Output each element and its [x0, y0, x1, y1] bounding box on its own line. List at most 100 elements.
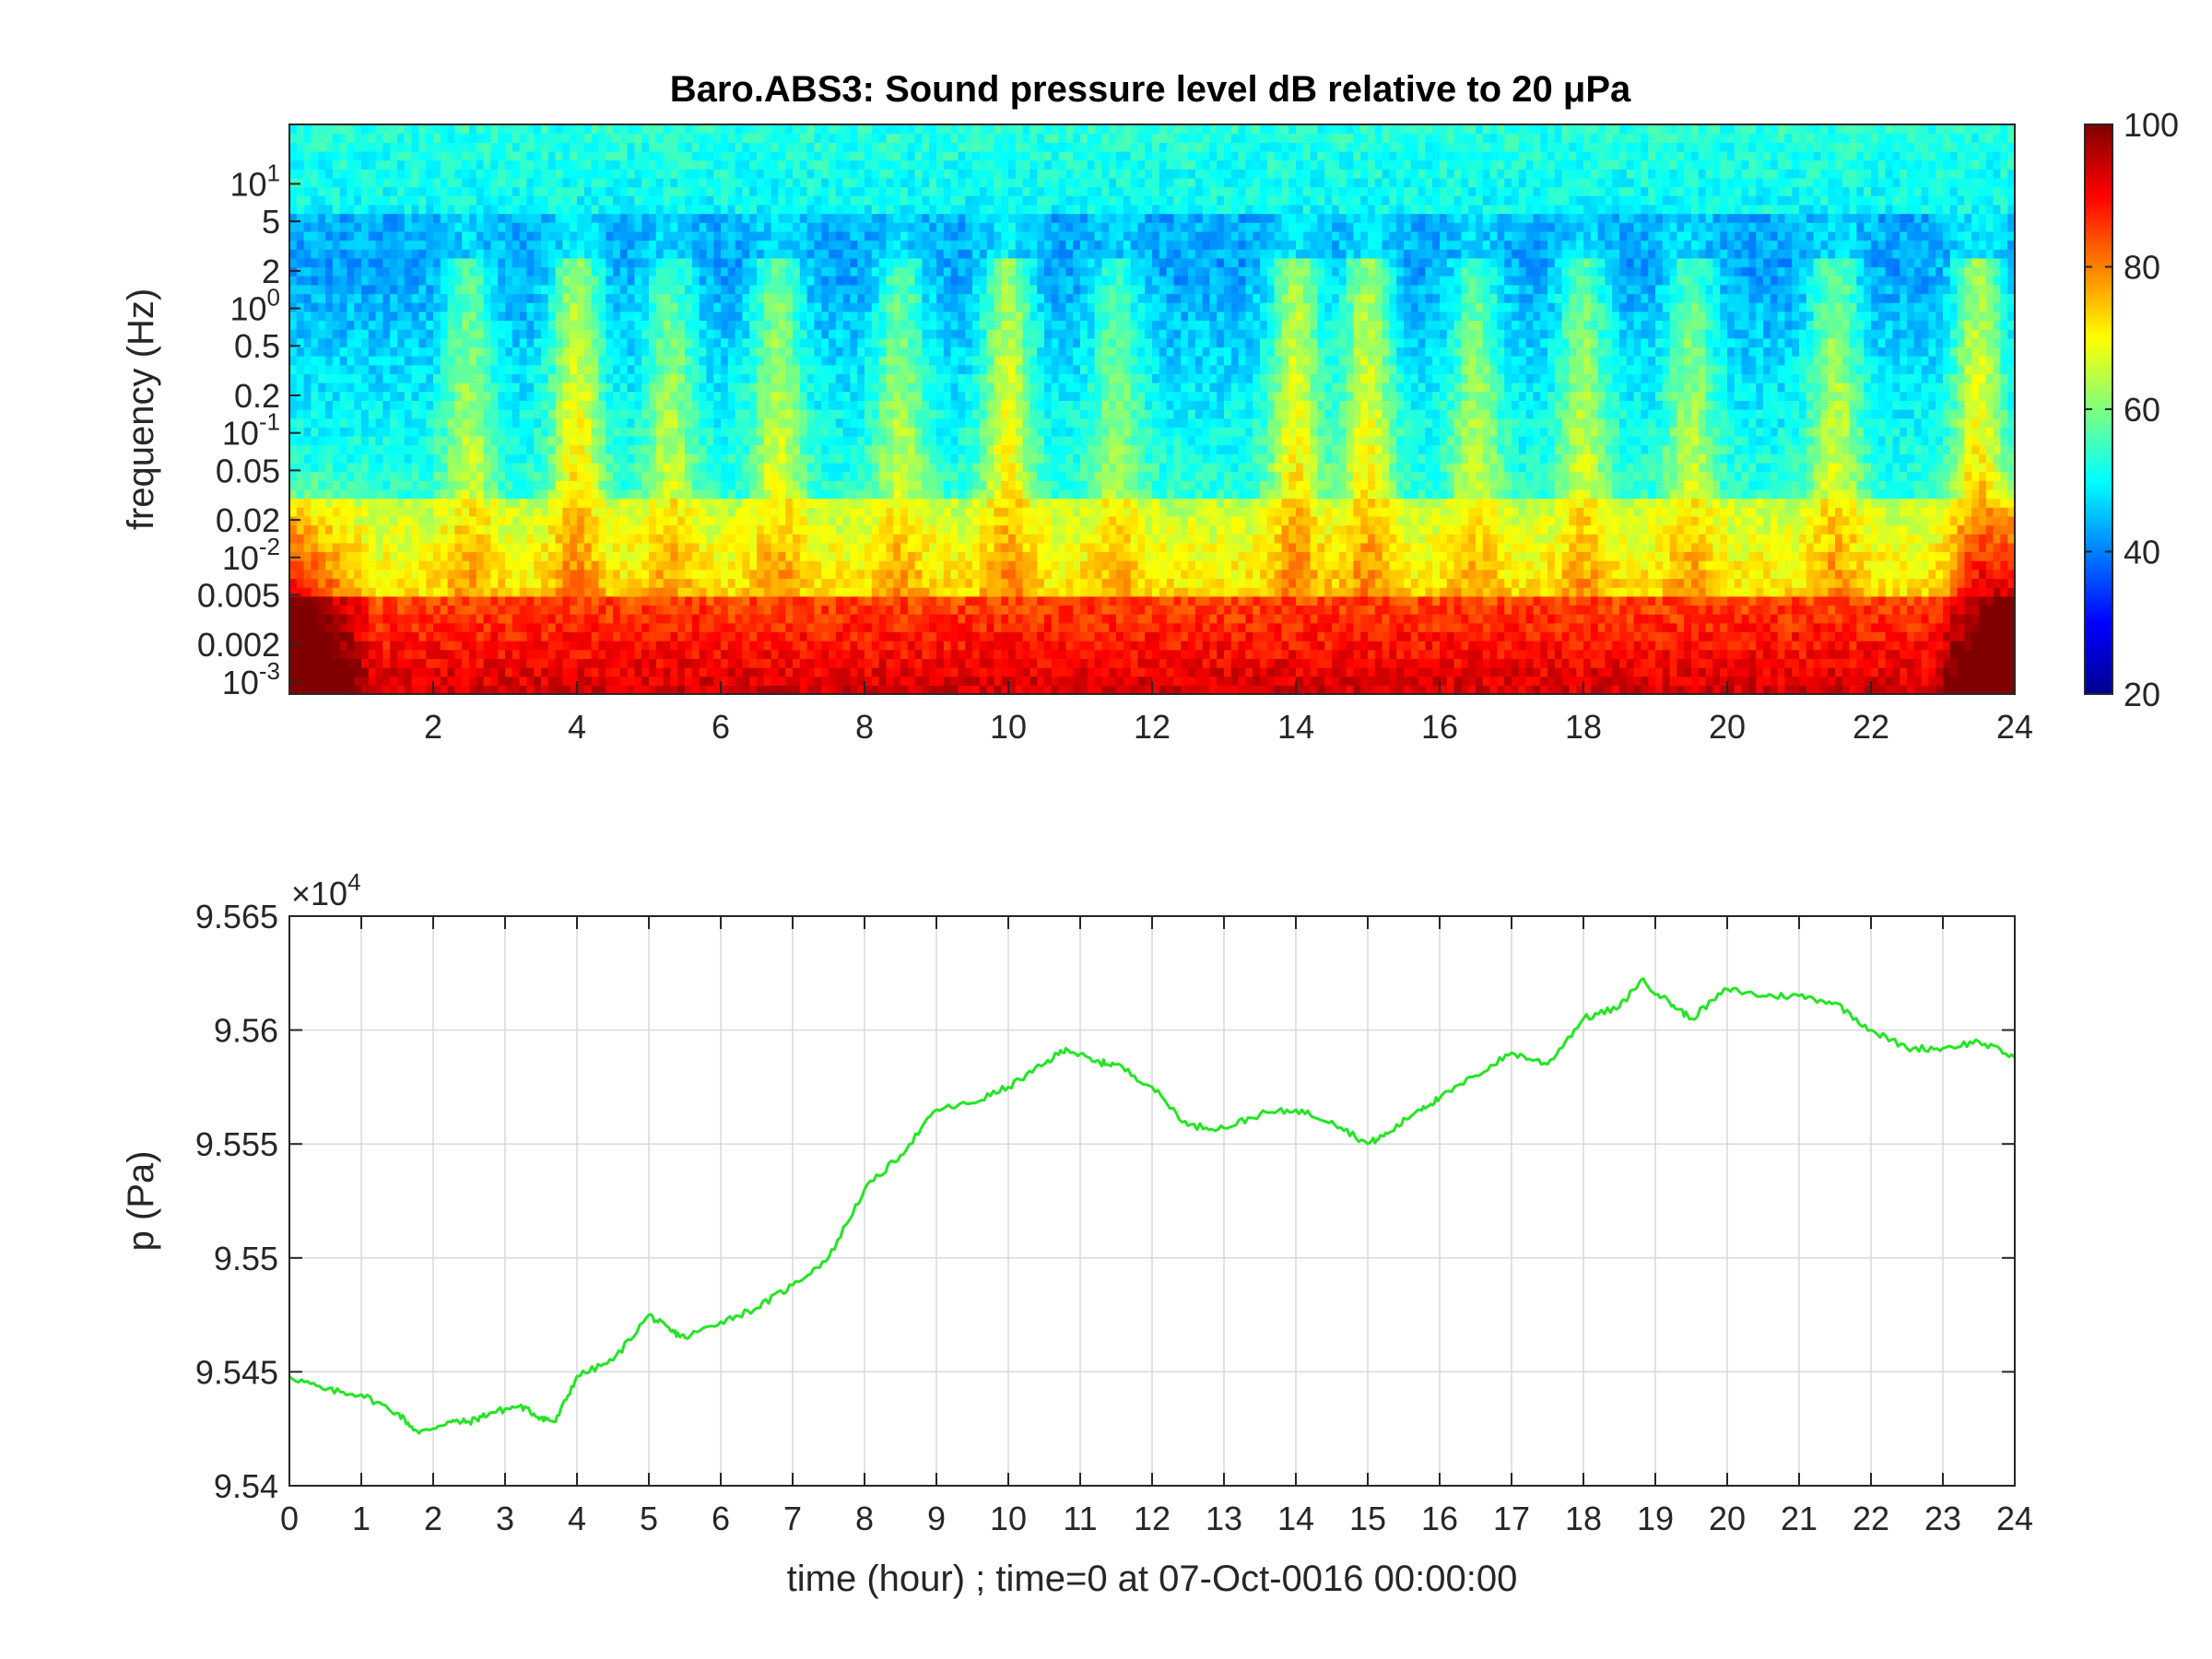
heatmap-cell: [390, 453, 398, 464]
heatmap-cell: [418, 150, 427, 161]
heatmap-cell: [498, 622, 506, 633]
heatmap-cell: [562, 542, 571, 553]
heatmap-cell: [462, 569, 470, 580]
heatmap-cell: [627, 488, 635, 500]
heatmap-cell: [368, 382, 377, 393]
heatmap-cell: [534, 569, 542, 580]
heatmap-cell: [339, 373, 347, 383]
heatmap-cell: [641, 142, 650, 152]
heatmap-cell: [375, 329, 383, 339]
heatmap-cell: [670, 453, 678, 464]
heatmap-cell: [541, 329, 549, 339]
heatmap-cell: [771, 186, 779, 196]
heatmap-cell: [641, 177, 650, 188]
heatmap-cell: [469, 150, 477, 161]
heatmap-cell: [397, 222, 406, 232]
heatmap-cell: [512, 240, 521, 250]
heatmap-cell: [534, 257, 542, 268]
heatmap-cell: [691, 230, 700, 241]
heatmap-cell: [469, 124, 477, 135]
heatmap-cell: [354, 676, 362, 686]
heatmap-cell: [757, 150, 765, 161]
heatmap-cell: [735, 347, 743, 357]
heatmap-cell: [555, 614, 563, 624]
heatmap-cell: [778, 222, 786, 232]
heatmap-cell: [842, 266, 851, 276]
heatmap-cell: [534, 641, 542, 651]
heatmap-cell: [663, 427, 671, 437]
heatmap-cell: [418, 658, 427, 668]
heatmap-cell: [325, 195, 334, 206]
heatmap-cell: [699, 480, 707, 490]
heatmap-cell: [303, 658, 312, 668]
heatmap-cell: [433, 276, 441, 286]
heatmap-cell: [677, 320, 686, 330]
heatmap-cell: [418, 569, 427, 580]
heatmap-cell: [663, 159, 671, 170]
heatmap-cell: [375, 364, 383, 374]
heatmap-cell: [325, 257, 334, 268]
heatmap-cell: [685, 649, 693, 659]
heatmap-cell: [627, 213, 635, 223]
heatmap-cell: [655, 614, 665, 624]
heatmap-cell: [606, 488, 614, 500]
heatmap-cell: [505, 480, 513, 490]
heatmap-cell: [354, 240, 362, 250]
heatmap-cell: [627, 595, 635, 606]
heatmap-cell: [727, 498, 736, 508]
heatmap-cell: [677, 356, 686, 366]
heatmap-cell: [397, 427, 406, 437]
heatmap-cell: [483, 595, 491, 606]
heatmap-cell: [835, 587, 844, 597]
heatmap-cell: [713, 302, 722, 312]
heatmap-cell: [332, 150, 341, 161]
heatmap-cell: [713, 685, 722, 695]
heatmap-cell: [382, 186, 391, 196]
heatmap-cell: [339, 587, 347, 597]
heatmap-cell: [663, 614, 671, 624]
heatmap-cell: [577, 276, 585, 286]
heatmap-cell: [426, 169, 434, 179]
heatmap-cell: [562, 524, 571, 535]
heatmap-cell: [699, 195, 707, 206]
heatmap-cell: [483, 311, 491, 322]
heatmap-cell: [469, 302, 477, 312]
heatmap-cell: [641, 685, 650, 695]
heatmap-cell: [842, 222, 851, 232]
heatmap-cell: [547, 622, 557, 633]
heatmap-cell: [699, 142, 707, 152]
heatmap-cell: [547, 222, 557, 232]
heatmap-cell: [655, 587, 665, 597]
heatmap-cell: [806, 488, 815, 500]
heatmap-cell: [325, 204, 334, 215]
heatmap-cell: [627, 302, 635, 312]
heatmap-cell: [397, 560, 406, 571]
heatmap-cell: [785, 578, 794, 588]
heatmap-cell: [749, 427, 758, 437]
heatmap-cell: [835, 462, 844, 473]
heatmap-cell: [677, 347, 686, 357]
heatmap-cell: [547, 480, 557, 490]
heatmap-cell: [325, 169, 334, 179]
heatmap-cell: [404, 427, 413, 437]
heatmap-cell: [583, 418, 593, 428]
heatmap-cell: [562, 462, 571, 473]
heatmap-cell: [757, 284, 765, 295]
heatmap-cell: [541, 400, 549, 410]
heatmap-cell: [325, 329, 334, 339]
heatmap-cell: [735, 595, 743, 606]
heatmap-cell: [311, 142, 319, 152]
heatmap-cell: [547, 649, 557, 659]
heatmap-cell: [462, 320, 470, 330]
heatmap-cell: [842, 320, 851, 330]
heatmap-cell: [426, 311, 434, 322]
heatmap-cell: [677, 658, 686, 668]
heatmap-cell: [591, 364, 599, 374]
heatmap-cell: [677, 560, 686, 571]
heatmap-cell: [397, 364, 406, 374]
heatmap-cell: [670, 276, 678, 286]
heatmap-cell: [440, 177, 449, 188]
heatmap-cell: [526, 685, 535, 695]
heatmap-cell: [490, 667, 499, 677]
heatmap-cell: [512, 515, 521, 526]
